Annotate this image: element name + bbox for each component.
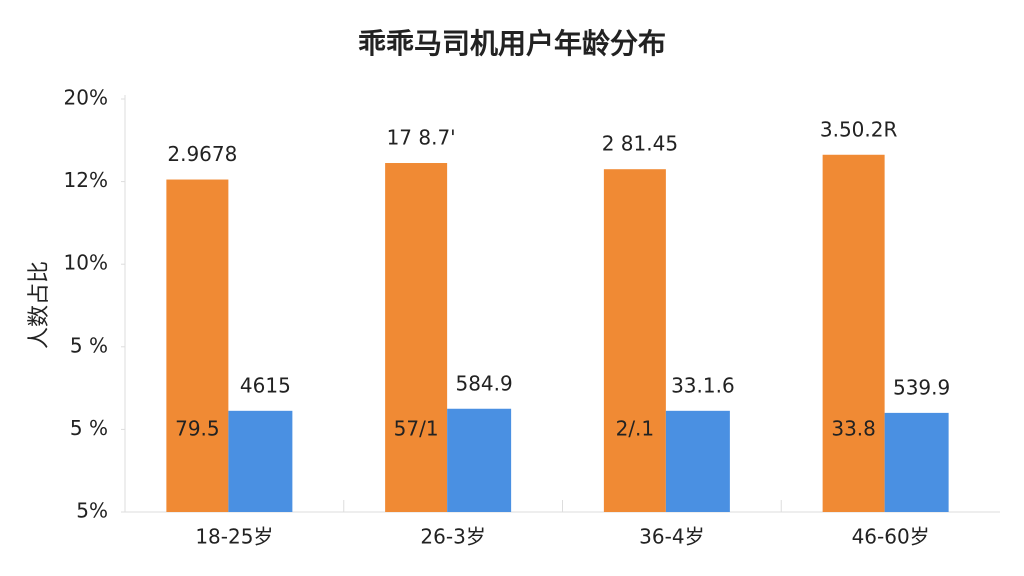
annotation: 57/1 <box>394 417 439 441</box>
y-tick-label: 12% <box>64 168 108 192</box>
y-tick-label: 5 % <box>70 416 108 440</box>
bar <box>166 179 229 512</box>
bar <box>447 408 512 512</box>
data-label: 33.1.6 <box>671 373 735 397</box>
chart-title: 乖乖马司机用户年龄分布 <box>358 27 666 60</box>
bar <box>884 412 949 512</box>
x-tick-label: 26-3岁 <box>420 525 485 549</box>
x-tick-label: 18-25岁 <box>195 525 273 549</box>
y-tick-label: 10% <box>64 251 108 275</box>
annotation: 79.5 <box>175 417 220 441</box>
bar <box>385 163 448 512</box>
data-label: 539.9 <box>893 375 950 399</box>
y-axis-title: 人数占比 <box>27 261 52 349</box>
x-tick-label: 46-60岁 <box>852 525 930 549</box>
bar <box>603 169 666 512</box>
x-tick-label: 36-4岁 <box>639 525 704 549</box>
data-label: 2 81.45 <box>602 132 678 156</box>
data-label: 17 8.7' <box>387 126 456 150</box>
data-label: 4615 <box>240 373 291 397</box>
bar <box>228 410 293 512</box>
y-tick-label: 5 % <box>70 333 108 357</box>
bar <box>665 410 730 512</box>
annotation: 33.8 <box>831 417 876 441</box>
y-tick-label: 5% <box>76 499 108 523</box>
data-label: 2.9678 <box>167 142 237 166</box>
data-label: 3.50.2R <box>820 117 898 141</box>
y-tick-label: 20% <box>64 86 108 110</box>
bar <box>822 154 885 512</box>
annotation: 2/.1 <box>616 417 655 441</box>
data-label: 584.9 <box>455 371 512 395</box>
